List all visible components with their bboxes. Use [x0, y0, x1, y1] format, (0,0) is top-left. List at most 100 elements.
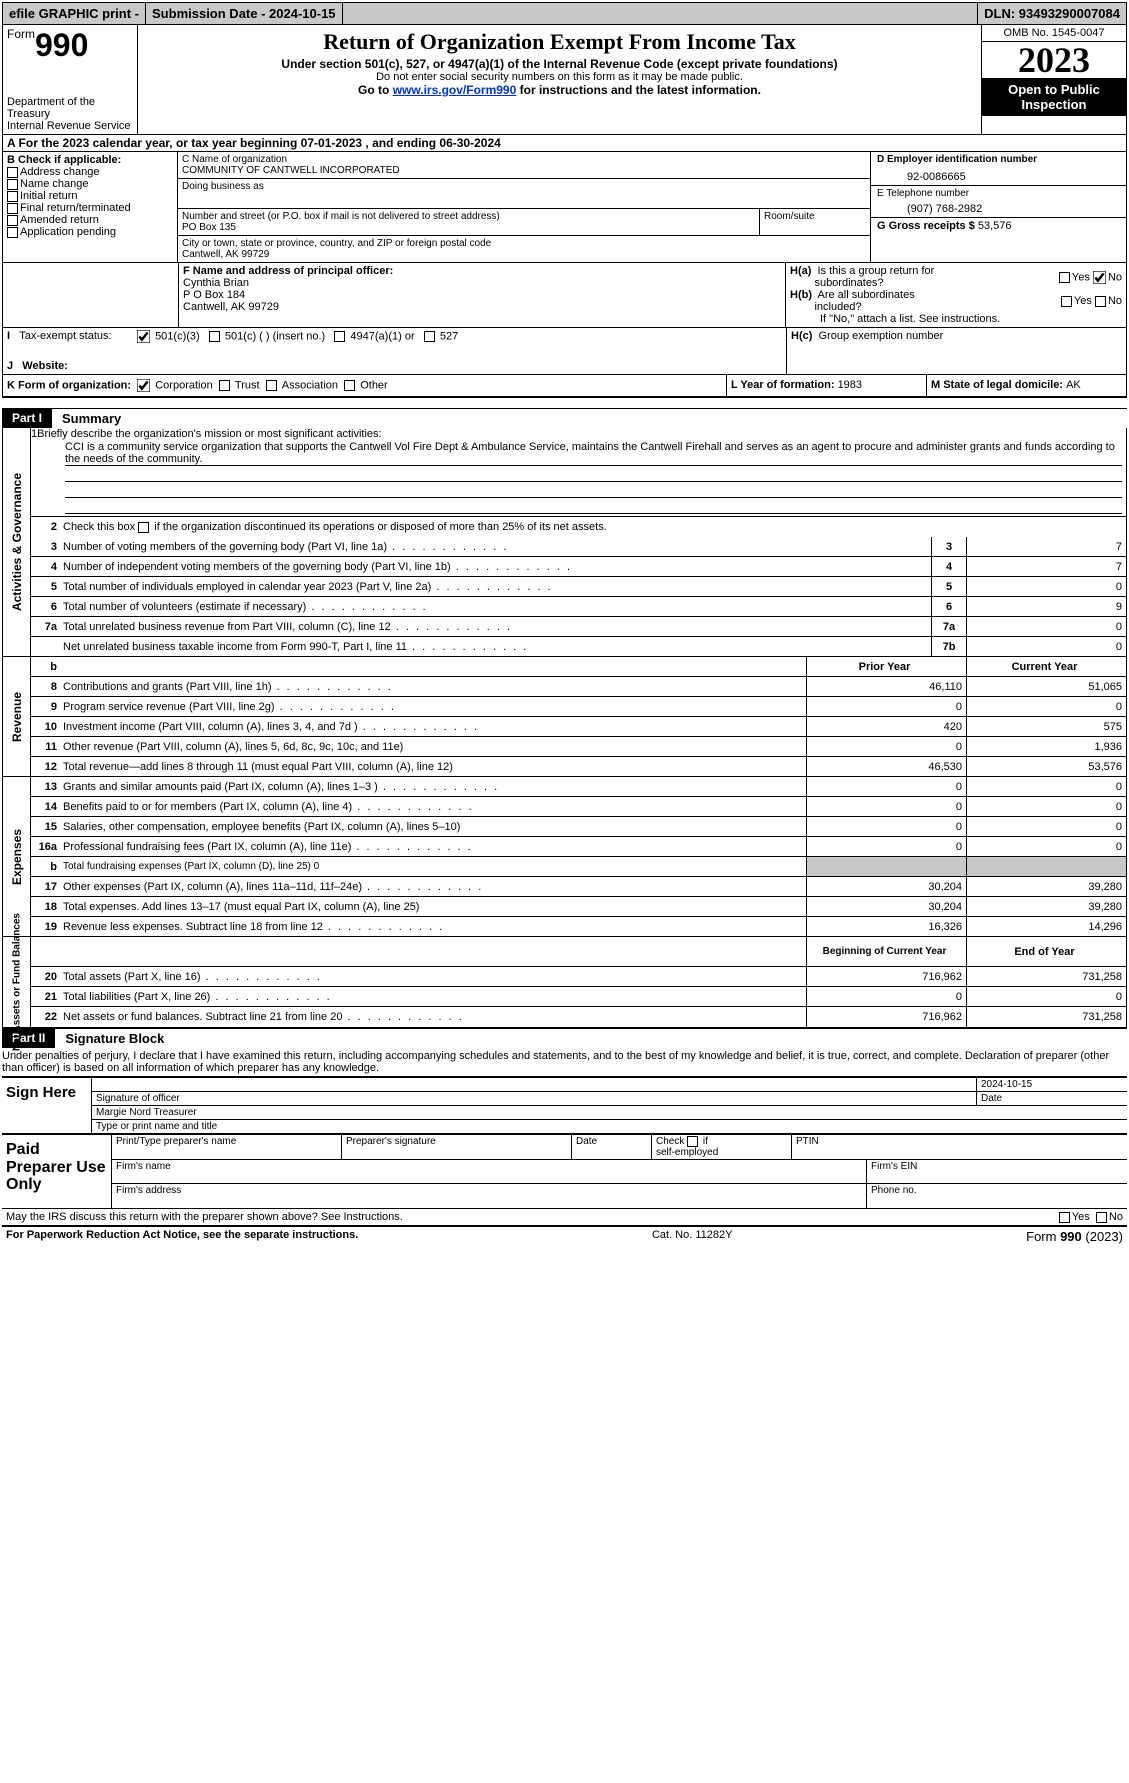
- section-expenses: Expenses 13Grants and similar amounts pa…: [2, 777, 1127, 937]
- discuss-no[interactable]: [1096, 1212, 1107, 1223]
- check-se-label: Check ifself-employed: [652, 1135, 792, 1159]
- firm-ein-label: Firm's EIN: [867, 1160, 1127, 1183]
- chk-address-change[interactable]: [7, 167, 18, 178]
- ha-no-checked[interactable]: [1093, 271, 1106, 284]
- line21-prior: 0: [806, 987, 966, 1006]
- line2: Check this box if the organization disco…: [63, 521, 607, 533]
- row-klm: K Form of organization: Corporation Trus…: [2, 374, 1127, 398]
- section-net-assets: Net Assets or Fund Balances Beginning of…: [2, 937, 1127, 1028]
- period-begin: 07-01-2023: [301, 136, 362, 150]
- prep-sig-label: Preparer's signature: [342, 1135, 572, 1159]
- c-name-label: C Name of organization: [182, 154, 866, 165]
- line18-curr: 39,280: [966, 897, 1126, 916]
- col-c: C Name of organization COMMUNITY OF CANT…: [178, 152, 871, 262]
- prep-name-label: Print/Type preparer's name: [112, 1135, 342, 1159]
- line13-desc: Grants and similar amounts paid (Part IX…: [63, 781, 378, 793]
- dept-treasury: Department of the Treasury: [7, 96, 133, 120]
- chk-501c3-checked[interactable]: [137, 330, 150, 343]
- form-footer: Form 990 (2023): [1026, 1229, 1123, 1244]
- line7a-desc: Total unrelated business revenue from Pa…: [63, 621, 391, 633]
- chk-4947[interactable]: [334, 331, 345, 342]
- side-net-assets: Net Assets or Fund Balances: [11, 913, 22, 1051]
- discuss-yes[interactable]: [1059, 1212, 1070, 1223]
- opt-527: 527: [440, 330, 458, 342]
- chk-other[interactable]: [344, 380, 355, 391]
- line17-desc: Other expenses (Part IX, column (A), lin…: [63, 881, 362, 893]
- dln: DLN: 93493290007084: [978, 3, 1126, 24]
- chk-self-employed[interactable]: [687, 1136, 698, 1147]
- hdr-end-year: End of Year: [966, 937, 1126, 966]
- hb-yes[interactable]: [1061, 296, 1072, 307]
- opt-address-change: Address change: [20, 166, 100, 178]
- chk-corporation-checked[interactable]: [137, 379, 150, 392]
- paid-preparer-label: Paid Preparer Use Only: [2, 1135, 112, 1208]
- goto-suffix: for instructions and the latest informat…: [516, 83, 761, 97]
- line19-desc: Revenue less expenses. Subtract line 18 …: [63, 921, 323, 933]
- officer-addr1: P O Box 184: [183, 289, 781, 301]
- line1-label: Briefly describe the organization's miss…: [37, 428, 381, 440]
- f-officer-label: F Name and address of principal officer:: [183, 265, 781, 277]
- ha-yes[interactable]: [1059, 272, 1070, 283]
- k-label: K Form of organization:: [7, 379, 131, 391]
- line7b-val: 0: [966, 637, 1126, 656]
- line17-curr: 39,280: [966, 877, 1126, 896]
- hdr-begin-year: Beginning of Current Year: [806, 937, 966, 966]
- period-label-a: A For the 2023 calendar year, or tax yea…: [7, 136, 301, 150]
- line12-curr: 53,576: [966, 757, 1126, 776]
- line12-desc: Total revenue—add lines 8 through 11 (mu…: [63, 761, 453, 773]
- paid-preparer-table: Paid Preparer Use Only Print/Type prepar…: [2, 1133, 1127, 1209]
- line16b-desc: Total fundraising expenses (Part IX, col…: [63, 861, 319, 872]
- chk-501c[interactable]: [209, 331, 220, 342]
- row-f-h: F Name and address of principal officer:…: [2, 262, 1127, 327]
- paperwork-notice: For Paperwork Reduction Act Notice, see …: [6, 1229, 358, 1244]
- subtitle-2: Do not enter social security numbers on …: [144, 71, 975, 83]
- part2-tag: Part II: [2, 1029, 55, 1048]
- cat-no: Cat. No. 11282Y: [652, 1229, 733, 1244]
- form-number: 990: [35, 27, 88, 63]
- sig-date: 2024-10-15: [977, 1078, 1127, 1091]
- opt-other: Other: [360, 379, 388, 391]
- line8-desc: Contributions and grants (Part VIII, lin…: [63, 681, 272, 693]
- chk-name-change[interactable]: [7, 179, 18, 190]
- chk-trust[interactable]: [219, 380, 230, 391]
- discuss-row: May the IRS discuss this return with the…: [2, 1209, 1127, 1225]
- ein-value: 92-0086665: [877, 165, 1120, 183]
- part1-bar: Part I Summary: [2, 408, 1127, 428]
- chk-initial-return[interactable]: [7, 191, 18, 202]
- hb-no[interactable]: [1095, 296, 1106, 307]
- line16b-curr-shade: [966, 857, 1126, 876]
- line4-desc: Number of independent voting members of …: [63, 561, 451, 573]
- side-governance: Activities & Governance: [10, 473, 24, 611]
- line14-curr: 0: [966, 797, 1126, 816]
- line5-desc: Total number of individuals employed in …: [63, 581, 431, 593]
- line19-curr: 14,296: [966, 917, 1126, 936]
- discuss-text: May the IRS discuss this return with the…: [6, 1211, 403, 1223]
- line9-desc: Program service revenue (Part VIII, line…: [63, 701, 275, 713]
- chk-discontinued[interactable]: [138, 522, 149, 533]
- phone-value: (907) 768-2982: [877, 199, 1120, 215]
- chk-527[interactable]: [424, 331, 435, 342]
- line13-curr: 0: [966, 777, 1126, 796]
- line7b-desc: Net unrelated business taxable income fr…: [63, 641, 407, 653]
- opt-association: Association: [282, 379, 338, 391]
- irs-link[interactable]: www.irs.gov/Form990: [393, 83, 517, 97]
- chk-amended-return[interactable]: [7, 215, 18, 226]
- line16b-prior-shade: [806, 857, 966, 876]
- opt-501c: 501(c) ( ) (insert no.): [225, 330, 325, 342]
- line15-prior: 0: [806, 817, 966, 836]
- chk-association[interactable]: [266, 380, 277, 391]
- chk-final-return[interactable]: [7, 203, 18, 214]
- line22-prior: 716,962: [806, 1007, 966, 1027]
- sig-officer-label: Signature of officer: [92, 1092, 977, 1105]
- line9-prior: 0: [806, 697, 966, 716]
- line6-desc: Total number of volunteers (estimate if …: [63, 601, 306, 613]
- line3-val: 7: [966, 537, 1126, 556]
- state-domicile: AK: [1066, 379, 1081, 391]
- opt-application-pending: Application pending: [20, 226, 116, 238]
- ptin-label: PTIN: [792, 1135, 1127, 1159]
- chk-application-pending[interactable]: [7, 227, 18, 238]
- period-label-b: , and ending: [365, 136, 439, 150]
- period-row: A For the 2023 calendar year, or tax yea…: [2, 135, 1127, 152]
- line21-desc: Total liabilities (Part X, line 26): [63, 991, 210, 1003]
- room-suite-label: Room/suite: [760, 209, 870, 235]
